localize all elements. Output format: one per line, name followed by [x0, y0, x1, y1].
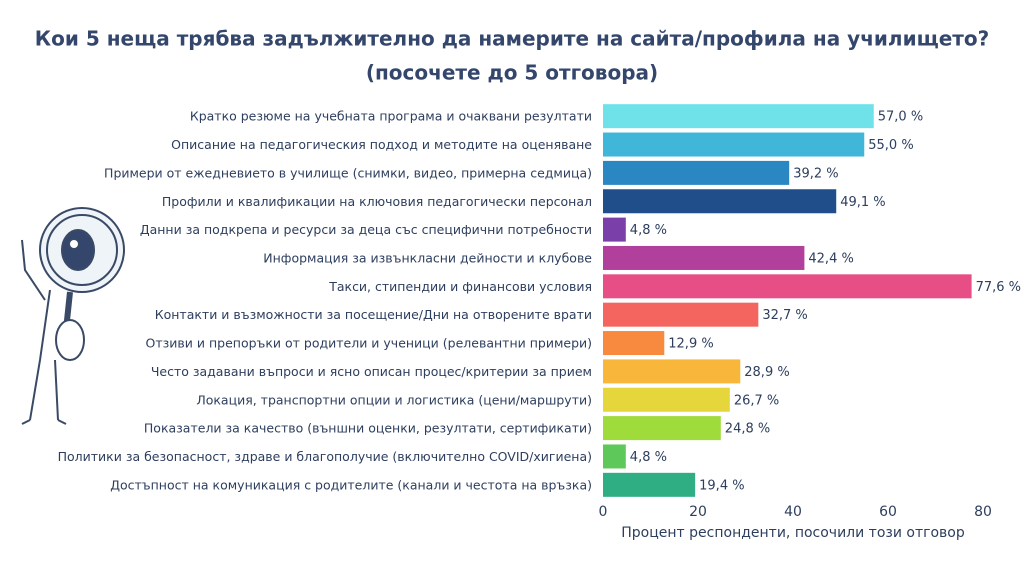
y-tick-label: Показатели за качество (външни оценки, р… — [144, 421, 592, 436]
y-tick-label: Информация за извънкласни дейности и клу… — [263, 250, 592, 265]
bar — [603, 189, 837, 214]
bar — [603, 104, 874, 129]
bar — [603, 387, 730, 412]
x-tick-label: 0 — [599, 504, 608, 520]
y-tick-label: Примери от ежедневието в училище (снимки… — [104, 165, 592, 180]
bar — [603, 274, 972, 299]
bar — [603, 331, 665, 356]
value-label: 24,8 % — [725, 422, 770, 437]
y-tick-label: Профили и квалификации на ключовия педаг… — [162, 194, 592, 209]
y-tick-label: Локация, транспортни опции и логистика (… — [196, 392, 592, 407]
y-tick-label: Данни за подкрепа и ресурси за деца със … — [140, 222, 592, 237]
value-label: 42,4 % — [808, 251, 853, 266]
value-label: 12,9 % — [668, 337, 713, 352]
bar — [603, 160, 790, 185]
value-label: 32,7 % — [762, 308, 807, 323]
y-tick-label: Контакти и възможности за посещение/Дни … — [155, 307, 592, 322]
y-tick-label: Такси, стипендии и финансови условия — [328, 279, 592, 294]
value-label: 55,0 % — [868, 138, 913, 153]
x-tick-label: 20 — [689, 504, 707, 520]
y-tick-label: Описание на педагогическия подход и мето… — [171, 137, 592, 152]
value-label: 28,9 % — [744, 365, 789, 380]
value-label: 39,2 % — [793, 166, 838, 181]
bar — [603, 416, 721, 441]
value-label: 19,4 % — [699, 478, 744, 493]
value-label: 26,7 % — [734, 393, 779, 408]
y-tick-label: Достъпност на комуникация с родителите (… — [110, 477, 592, 492]
y-tick-label: Отзиви и препоръки от родители и ученици… — [146, 336, 592, 351]
bar — [603, 472, 696, 497]
chart-subtitle: (посочете до 5 отговора) — [366, 61, 658, 85]
bar — [603, 359, 741, 384]
x-tick-label: 60 — [879, 504, 897, 520]
value-label: 77,6 % — [976, 280, 1021, 295]
bar — [603, 302, 759, 327]
bar — [603, 245, 805, 270]
y-tick-label: Кратко резюме на учебната програма и оча… — [190, 109, 592, 124]
y-tick-label: Често задавани въпроси и ясно описан про… — [151, 364, 592, 379]
bar — [603, 444, 626, 469]
x-tick-label: 80 — [974, 504, 992, 520]
y-tick-label: Политики за безопасност, здраве и благоп… — [58, 449, 592, 464]
x-axis-label: Процент респонденти, посочили този отгов… — [621, 525, 965, 541]
bar — [603, 132, 865, 157]
x-tick-label: 40 — [784, 504, 802, 520]
value-label: 4,8 % — [630, 223, 667, 238]
value-label: 49,1 % — [840, 195, 885, 210]
bar — [603, 217, 626, 242]
illustration — [21, 207, 125, 425]
chart-title: Кои 5 неща трябва задължително да намери… — [35, 27, 989, 51]
value-label: 57,0 % — [878, 110, 923, 125]
value-label: 4,8 % — [630, 450, 667, 465]
